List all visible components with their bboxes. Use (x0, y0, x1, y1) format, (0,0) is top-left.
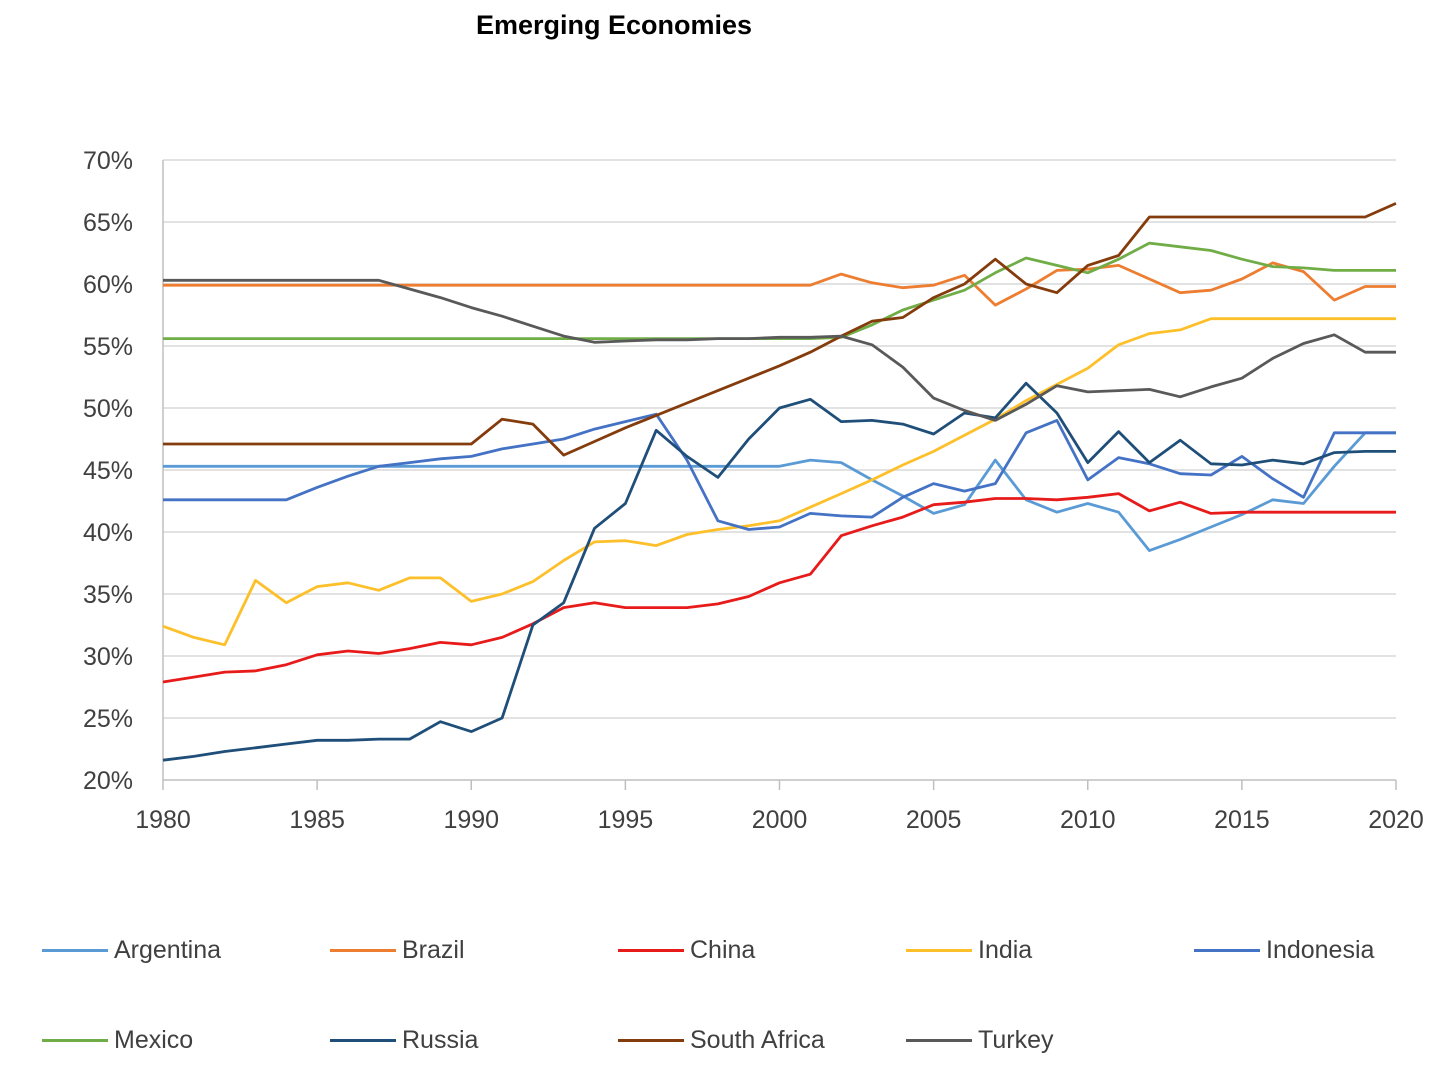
y-tick-label: 65% (83, 209, 133, 237)
y-axis-tick-labels: 20% 25% 30% 35% 40% 45% 50% 55% 60% 65% 70% (83, 147, 133, 795)
legend-swatch (906, 1038, 972, 1042)
legend-label: Brazil (402, 935, 465, 964)
legend-swatch (330, 1038, 396, 1042)
series-line-china (162, 492, 1396, 684)
legend-label: Mexico (114, 1025, 194, 1054)
legend-item-indonesia: Indonesia (1194, 935, 1374, 965)
series-line-russia (162, 381, 1396, 762)
legend-swatch (618, 1038, 684, 1042)
y-tick-label: 25% (83, 705, 133, 733)
legend-item-turkey: Turkey (906, 1025, 1053, 1055)
x-tick-label: 2020 (1368, 806, 1424, 834)
legend-swatch (1194, 948, 1260, 952)
y-tick-label: 35% (83, 581, 133, 609)
legend-label: Indonesia (1266, 935, 1375, 964)
legend-item-china: China (618, 935, 755, 965)
y-tick-label: 50% (83, 395, 133, 423)
y-tick-label: 20% (83, 767, 133, 795)
legend-item-argentina: Argentina (42, 935, 221, 965)
legend-label: Turkey (978, 1025, 1054, 1054)
x-tick-label: 2000 (752, 806, 808, 834)
legend-swatch (618, 948, 684, 952)
y-tick-label: 55% (83, 333, 133, 361)
series-line-brazil (163, 261, 1396, 307)
legend-item-south-africa: South Africa (618, 1025, 825, 1055)
series-lines (162, 202, 1397, 762)
x-axis: 1980 1985 1990 1995 2000 2005 2010 2015 2020 (135, 160, 1424, 834)
x-tick-label: 1995 (598, 806, 654, 834)
legend-label: India (978, 935, 1033, 964)
legend-swatch (42, 1038, 108, 1042)
x-tick-label: 1990 (443, 806, 499, 834)
gridlines (163, 159, 1396, 719)
y-tick-label: 60% (83, 271, 133, 299)
y-tick-label: 30% (83, 643, 133, 671)
series-line-indonesia (163, 412, 1396, 531)
x-tick-label: 1985 (289, 806, 345, 834)
y-tick-label: 40% (83, 519, 133, 547)
series-line-argentina (163, 431, 1396, 552)
legend-label: China (690, 935, 756, 964)
chart-title: Emerging Economies (476, 10, 753, 40)
y-tick-label: 70% (83, 147, 133, 175)
legend-label: South Africa (690, 1025, 825, 1054)
x-tick-label: 2015 (1214, 806, 1270, 834)
x-tick-label: 2005 (906, 806, 962, 834)
legend-swatch (330, 948, 396, 952)
legend-swatch (906, 948, 972, 952)
y-tick-label: 45% (83, 457, 133, 485)
legend-label: Argentina (114, 935, 222, 964)
x-tick-label: 2010 (1060, 806, 1116, 834)
series-line-india (162, 317, 1396, 647)
legend-label: Russia (402, 1025, 479, 1054)
series-line-south-africa (163, 202, 1397, 457)
legend-item-brazil: Brazil (330, 935, 465, 965)
x-tick-label: 1980 (135, 806, 191, 834)
series-line-turkey (163, 278, 1396, 422)
legend-item-india: India (906, 935, 1032, 965)
legend-swatch (42, 948, 108, 952)
legend-item-russia: Russia (330, 1025, 478, 1055)
legend-item-mexico: Mexico (42, 1025, 193, 1055)
